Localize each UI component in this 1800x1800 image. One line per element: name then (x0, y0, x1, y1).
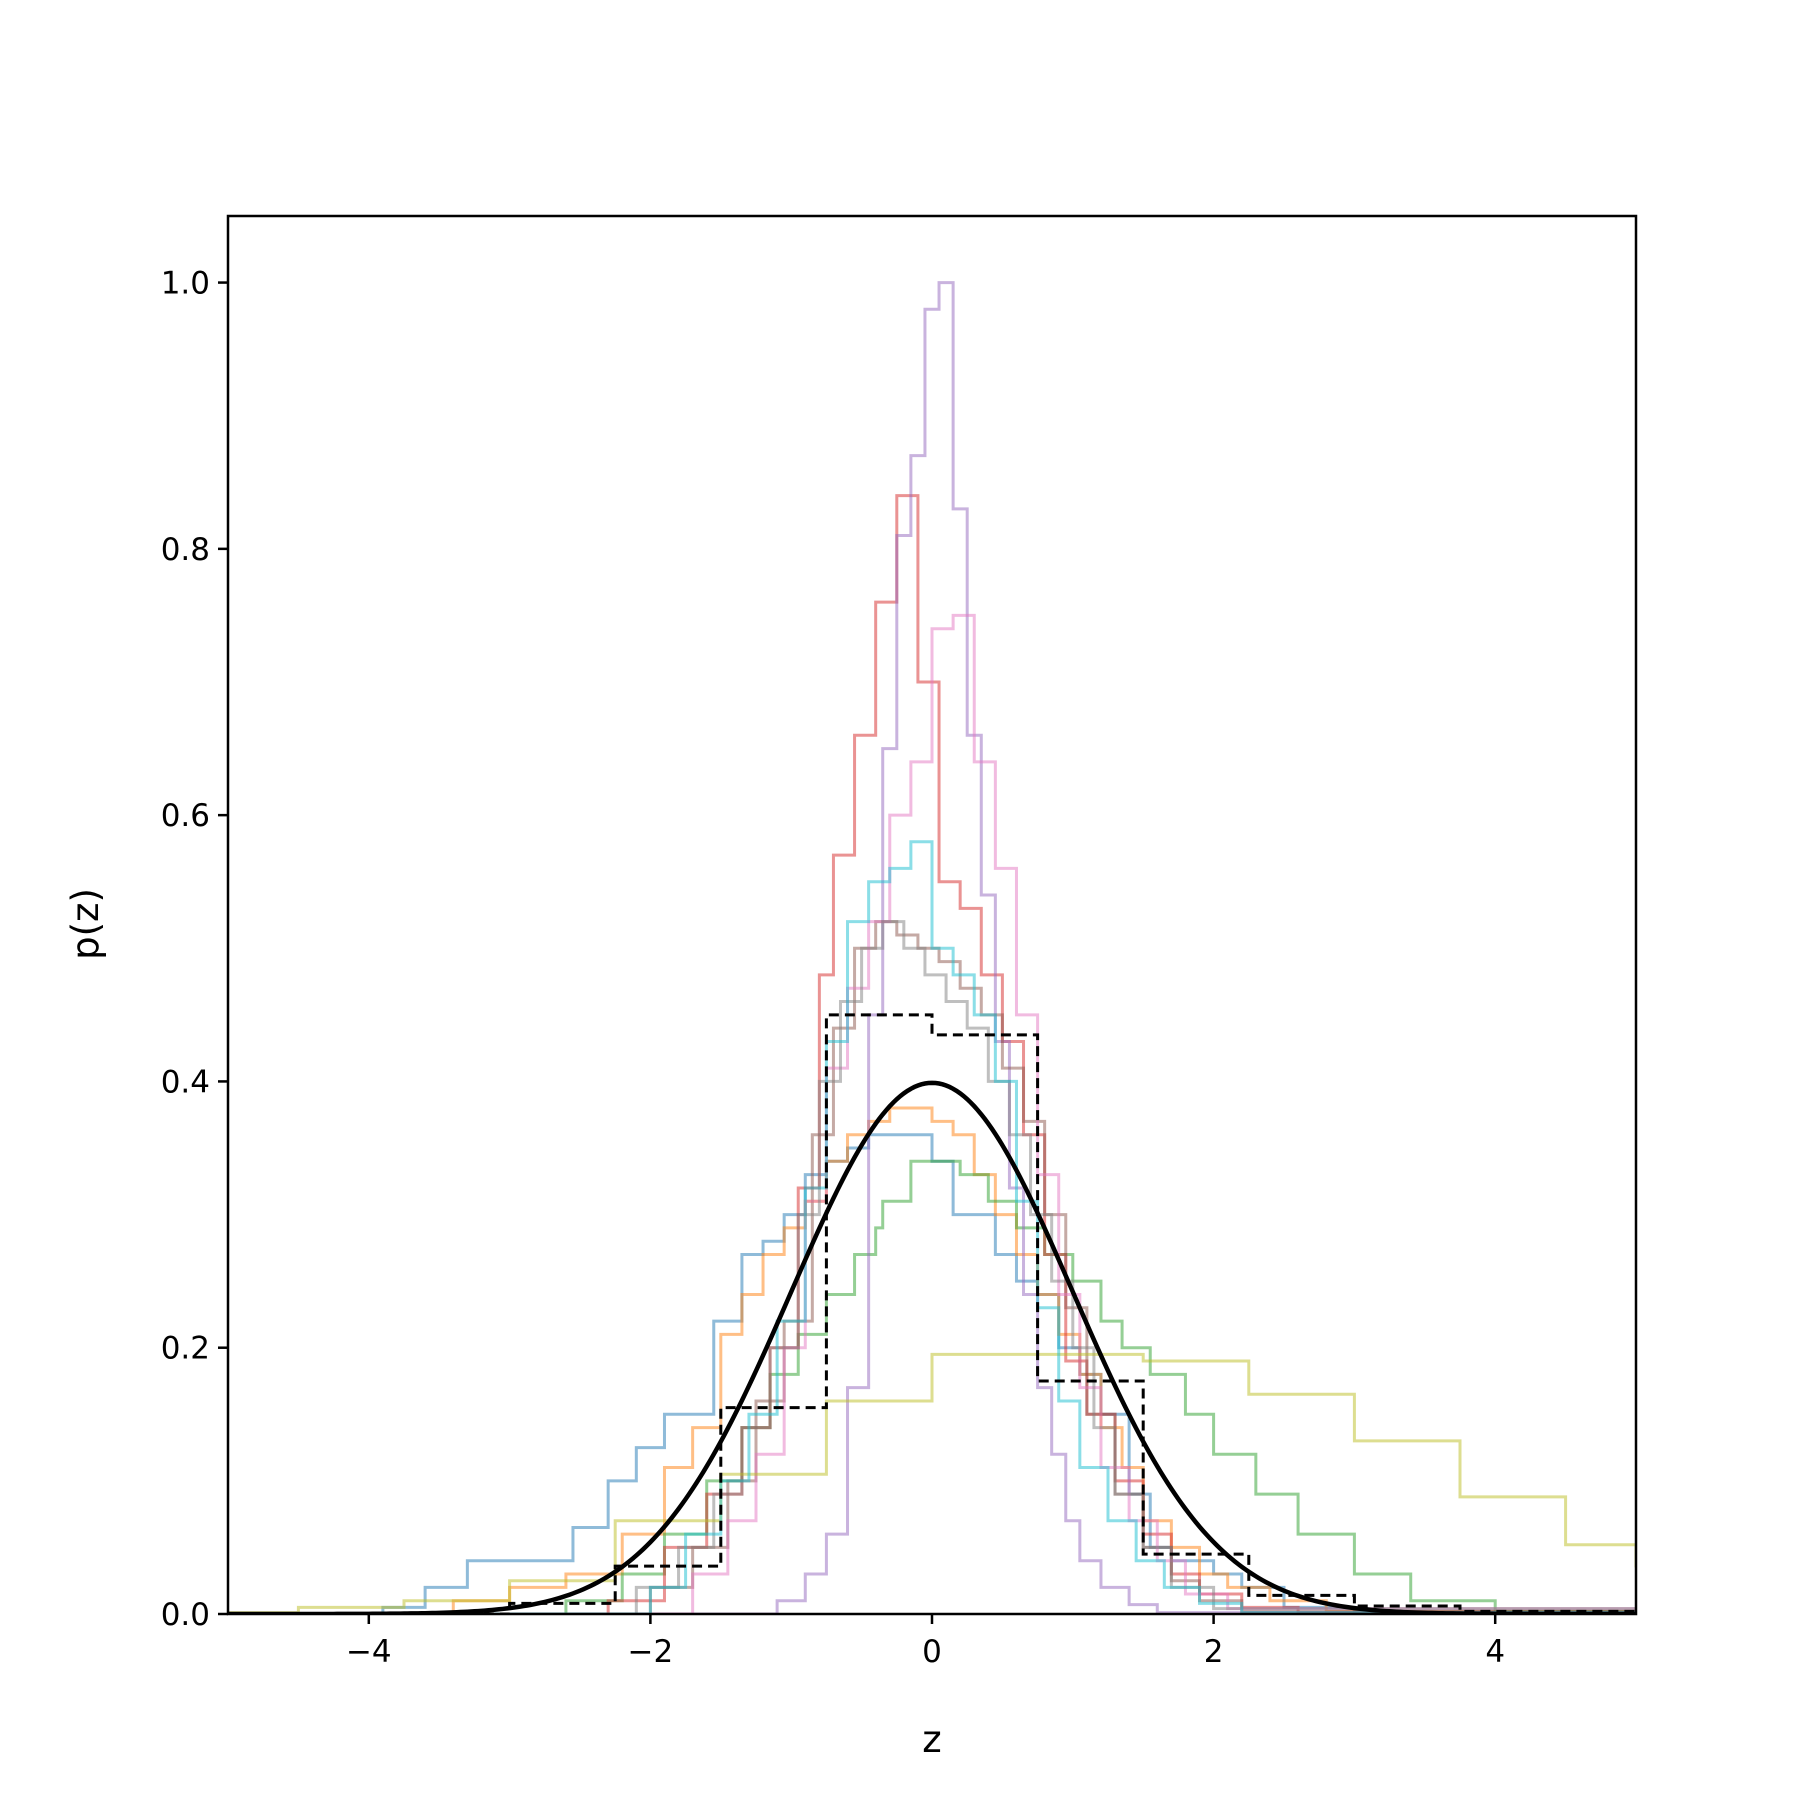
normal-pdf-curve (228, 1080, 1636, 1614)
histogram-series-9 (228, 1352, 1636, 1614)
x-tick-label: −4 (346, 1634, 392, 1670)
histogram-series-8 (228, 920, 1636, 1614)
y-axis-label: p(z) (64, 888, 107, 960)
histogram-series-10 (228, 840, 1636, 1614)
x-tick-label: 2 (1204, 1634, 1224, 1670)
reference-histogram (228, 1013, 1636, 1614)
y-tick-label: 0.8 (161, 532, 210, 568)
histogram-series-5 (228, 281, 1636, 1614)
x-axis: −4 −2 0 2 4 (346, 1614, 1505, 1670)
histogram-series-2 (228, 1106, 1636, 1614)
plot-frame (226, 214, 1638, 1616)
plot-area (228, 281, 1636, 1614)
y-tick-label: 0.6 (161, 798, 210, 834)
y-tick-label: 0.4 (161, 1064, 210, 1100)
x-tick-label: 0 (922, 1634, 942, 1670)
x-tick-label: 4 (1485, 1634, 1505, 1670)
y-tick-label: 0.2 (161, 1331, 210, 1367)
y-tick-label: 1.0 (161, 266, 210, 302)
x-axis-label: z (922, 1718, 941, 1761)
y-tick-label: 0.0 (161, 1597, 210, 1633)
x-tick-label: −2 (628, 1634, 674, 1670)
y-axis: 0.0 0.2 0.4 0.6 0.8 1.0 (161, 266, 228, 1633)
